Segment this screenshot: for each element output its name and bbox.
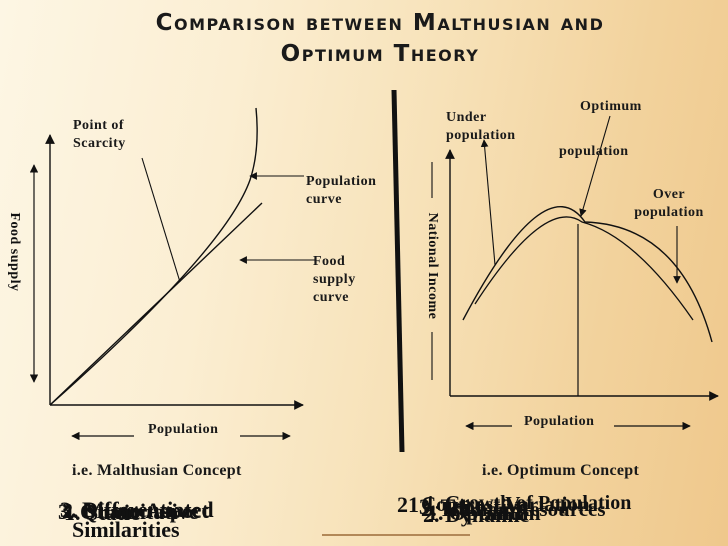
optimum-concept-caption: i.e. Optimum Concept <box>482 462 640 479</box>
slide-title-line-1: Comparison between Malthusian and <box>155 10 605 36</box>
overlap-right-item-5: 1. Growth of Population <box>425 492 632 514</box>
overlap-right-prefix: 21 <box>397 492 419 517</box>
bottom-left-overlap: 3. Differentiated 3. Quantitative 2. Mic… <box>58 495 328 546</box>
bottom-right-overlap: 21 2. Human Resources 1. Optimum 2. Dyna… <box>397 490 727 546</box>
point-of-scarcity-label: Point of Scarcity <box>73 118 126 151</box>
overlap-right-item-2: 1. Optimum <box>427 500 541 525</box>
point-of-scarcity-pointer <box>141 157 181 283</box>
overlap-left-item-5: Similarities <box>72 517 180 542</box>
left-x-axis-label: Population <box>148 422 219 437</box>
optimum-diagram <box>431 115 719 431</box>
overlap-right-item-1: 2. Human Resources <box>421 497 606 521</box>
under-population-pointer <box>480 139 496 266</box>
overlap-right-item-6: Contrast Variation <box>421 492 590 516</box>
right-x-axis-label: Population <box>524 414 595 429</box>
under-population-label: Under population <box>446 110 516 143</box>
left-y-axis-label: Food supply <box>7 212 22 292</box>
malthusian-concept-caption: i.e. Malthusian Concept <box>72 462 242 479</box>
center-divider <box>391 89 405 453</box>
overlap-left-item-3: 2. Micro Aspect <box>62 498 209 523</box>
overlap-left-item-1: 3. Differentiated <box>60 497 214 522</box>
population-curve <box>49 107 258 406</box>
slide-title-line-2: Optimum Theory <box>280 41 480 67</box>
overlap-right-item-4: 3. Tentative <box>419 494 528 519</box>
overlap-left-item-2: 3. Quantitative <box>58 499 199 524</box>
overlap-left-item-4: 1. Static <box>64 500 140 525</box>
optimum-label-line-2: population <box>559 144 629 159</box>
optimum-pointer <box>579 115 611 217</box>
overlap-right-item-3: 2. Dynamic <box>423 502 530 527</box>
right-y-axis-label: National Income <box>425 212 440 320</box>
malthusian-diagram <box>29 107 316 441</box>
food-supply-curve-label: Food supply curve <box>313 254 356 305</box>
national-income-curve-outer <box>462 205 713 343</box>
national-income-curve-inner <box>474 216 694 321</box>
over-population-label: Over population <box>634 187 704 220</box>
optimum-label-line-1: Optimum <box>580 99 642 114</box>
slide-title: Comparison between Malthusian and Optimu… <box>60 8 700 70</box>
population-curve-label: Population curve <box>306 174 377 207</box>
